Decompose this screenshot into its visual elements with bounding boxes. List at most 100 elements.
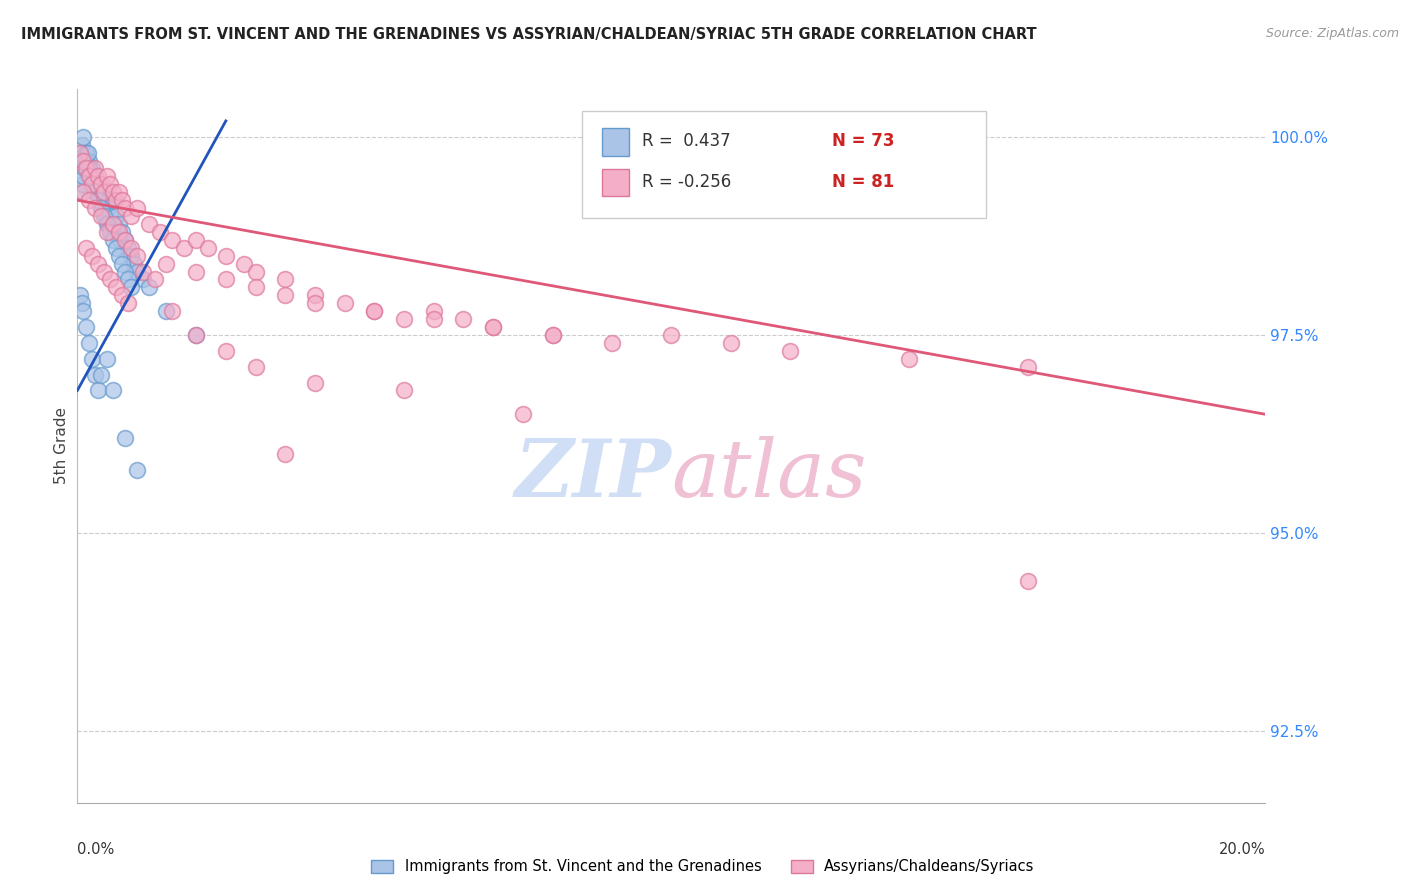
Point [75, 241, 97, 255]
Point [72, 304, 94, 318]
Bar [602, 128, 628, 155]
Point [108, 249, 131, 263]
Point [232, 257, 254, 271]
Point [84, 201, 107, 215]
Point [96, 169, 118, 184]
Point [108, 225, 131, 239]
Point [101, 233, 124, 247]
Point [363, 304, 385, 318]
Point [72, 186, 94, 200]
FancyBboxPatch shape [582, 111, 986, 218]
Point [898, 351, 921, 366]
Text: N = 73: N = 73 [832, 132, 894, 150]
Point [274, 272, 297, 286]
Point [125, 201, 148, 215]
Point [541, 328, 564, 343]
Point [304, 288, 326, 302]
Point [69, 288, 91, 302]
Point [245, 280, 267, 294]
Point [101, 186, 124, 200]
Point [149, 225, 172, 239]
Point [104, 280, 127, 294]
Legend: Immigrants from St. Vincent and the Grenadines, Assyrians/Chaldeans/Syriacs: Immigrants from St. Vincent and the Gren… [366, 854, 1040, 880]
Point [84, 368, 107, 382]
Text: ZIP: ZIP [515, 436, 672, 513]
Point [98, 272, 121, 286]
Point [79, 169, 101, 184]
Point [101, 384, 124, 398]
Point [82, 351, 104, 366]
Point [97, 217, 120, 231]
Point [91, 201, 114, 215]
Point [120, 209, 142, 223]
Point [75, 153, 97, 168]
Point [114, 233, 136, 247]
Point [73, 161, 96, 176]
Point [117, 296, 139, 310]
Point [162, 233, 184, 247]
Point [77, 335, 100, 350]
Point [661, 328, 683, 343]
Point [114, 201, 136, 215]
Point [93, 209, 115, 223]
Point [87, 257, 110, 271]
Text: R = -0.256: R = -0.256 [641, 173, 731, 191]
Point [82, 161, 104, 176]
Point [173, 241, 195, 255]
Point [423, 304, 446, 318]
Point [90, 209, 112, 223]
Point [108, 233, 131, 247]
Point [333, 296, 356, 310]
Point [82, 249, 104, 263]
Point [423, 312, 446, 326]
Point [73, 153, 96, 168]
Point [87, 178, 110, 192]
Point [779, 343, 801, 358]
Point [274, 288, 297, 302]
Point [197, 241, 219, 255]
Y-axis label: 5th Grade: 5th Grade [53, 408, 69, 484]
Point [215, 343, 238, 358]
Point [84, 186, 107, 200]
Point [131, 264, 153, 278]
Point [101, 225, 124, 239]
Point [72, 153, 94, 168]
Point [75, 145, 97, 160]
Point [104, 193, 127, 207]
Point [93, 193, 115, 207]
Point [245, 264, 267, 278]
Point [138, 217, 160, 231]
Point [512, 407, 534, 421]
Point [186, 328, 208, 343]
Point [75, 161, 97, 176]
Point [98, 225, 121, 239]
Point [120, 249, 142, 263]
Point [125, 463, 148, 477]
Point [111, 193, 134, 207]
Point [70, 137, 93, 152]
Point [93, 264, 115, 278]
Point [96, 351, 118, 366]
Point [1017, 574, 1039, 588]
Text: R =  0.437: R = 0.437 [641, 132, 730, 150]
Point [482, 320, 505, 334]
Point [70, 178, 93, 192]
Point [125, 249, 148, 263]
Point [94, 209, 117, 223]
Point [77, 145, 100, 160]
Point [392, 384, 415, 398]
Point [111, 225, 134, 239]
Point [75, 320, 97, 334]
Point [87, 384, 110, 398]
Point [108, 217, 131, 231]
Point [90, 178, 112, 192]
Point [1017, 359, 1039, 374]
Text: 0.0%: 0.0% [77, 842, 114, 857]
Point [541, 328, 564, 343]
Point [482, 320, 505, 334]
Point [77, 161, 100, 176]
Point [101, 217, 124, 231]
Point [162, 304, 184, 318]
Point [215, 272, 238, 286]
Point [77, 161, 100, 176]
